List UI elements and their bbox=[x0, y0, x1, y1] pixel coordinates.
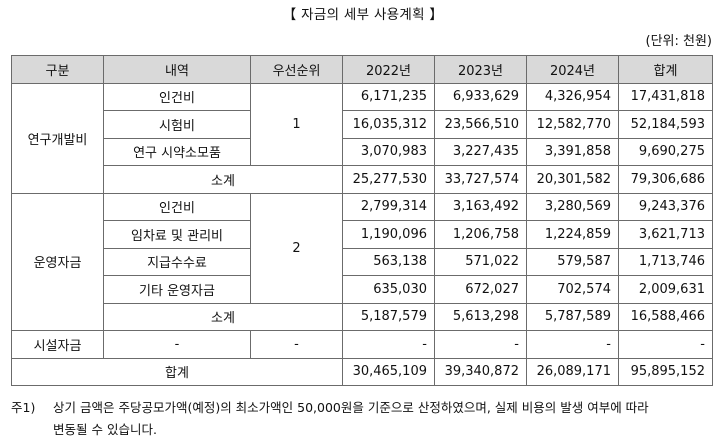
item-cell: 기타 운영자금 bbox=[103, 275, 251, 304]
value-total: 95,895,152 bbox=[618, 357, 713, 386]
value-2022: 5,187,579 bbox=[342, 302, 435, 331]
value-2022: 25,277,530 bbox=[342, 165, 435, 194]
facility-row: 시설자금 - - - - - - bbox=[11, 330, 713, 359]
value-2023: 33,727,574 bbox=[434, 165, 527, 194]
table-row: 시험비 16,035,312 23,566,510 12,582,770 52,… bbox=[12, 110, 713, 139]
table-row: 기타 운영자금 635,030 672,027 702,574 2,009,63… bbox=[12, 275, 713, 304]
value-2024: 1,224,859 bbox=[526, 220, 619, 249]
value-2024: 4,326,954 bbox=[526, 82, 619, 111]
value-2023: 3,163,492 bbox=[434, 192, 527, 221]
value-2022: 1,190,096 bbox=[342, 220, 435, 249]
value-total: 79,306,686 bbox=[618, 165, 713, 194]
value-2023: 6,933,629 bbox=[434, 82, 527, 111]
item-cell: 연구 시약소모품 bbox=[103, 137, 251, 166]
value-2023: 1,206,758 bbox=[434, 220, 527, 249]
value-2024: - bbox=[526, 330, 619, 359]
value-2022: 635,030 bbox=[342, 275, 435, 304]
value-2022: 563,138 bbox=[342, 247, 435, 276]
header-row: 구분 내역 우선순위 2022년 2023년 2024년 합계 bbox=[11, 55, 713, 84]
value-total: 9,243,376 bbox=[618, 192, 713, 221]
header-priority: 우선순위 bbox=[250, 55, 343, 84]
fund-usage-table: 구분 내역 우선순위 2022년 2023년 2024년 합계 연구개발비 인건… bbox=[11, 55, 713, 386]
table-row: 임차료 및 관리비 1,190,096 1,206,758 1,224,859 … bbox=[12, 220, 713, 249]
value-2023: 571,022 bbox=[434, 247, 527, 276]
table-row: 운영자금 인건비 2 2,799,314 3,163,492 3,280,569… bbox=[11, 192, 713, 331]
priority-cell: 2 bbox=[250, 192, 343, 304]
value-2023: 39,340,872 bbox=[434, 357, 527, 386]
value-2024: 3,391,858 bbox=[526, 137, 619, 166]
priority-cell: 1 bbox=[250, 82, 343, 166]
footnote-label: 주1) bbox=[11, 400, 36, 415]
item-cell: 시험비 bbox=[103, 110, 251, 139]
footnote-line-1: 상기 금액은 주당공모가액(예정)의 최소가액인 50,000원을 기준으로 산… bbox=[53, 400, 649, 415]
value-2022: 6,171,235 bbox=[342, 82, 435, 111]
grand-total-label: 합계 bbox=[11, 357, 343, 386]
value-2022: - bbox=[342, 330, 435, 359]
header-total: 합계 bbox=[618, 55, 713, 84]
priority-cell: - bbox=[250, 330, 343, 359]
value-total: 52,184,593 bbox=[618, 110, 713, 139]
value-2024: 579,587 bbox=[526, 247, 619, 276]
value-total: 3,621,713 bbox=[618, 220, 713, 249]
value-2024: 26,089,171 bbox=[526, 357, 619, 386]
header-item: 내역 bbox=[103, 55, 251, 84]
table-row: 연구 시약소모품 3,070,983 3,227,435 3,391,858 9… bbox=[12, 137, 713, 166]
value-total: 2,009,631 bbox=[618, 275, 713, 304]
subtotal-label: 소계 bbox=[103, 165, 343, 194]
value-2024: 20,301,582 bbox=[526, 165, 619, 194]
value-total: 1,713,746 bbox=[618, 247, 713, 276]
value-2022: 16,035,312 bbox=[342, 110, 435, 139]
subtotal-row: 소계 5,187,579 5,613,298 5,787,589 16,588,… bbox=[12, 302, 713, 331]
value-2024: 5,787,589 bbox=[526, 302, 619, 331]
value-2023: 3,227,435 bbox=[434, 137, 527, 166]
category-cell: 연구개발비 bbox=[11, 82, 104, 194]
value-total: - bbox=[618, 330, 713, 359]
value-2023: 23,566,510 bbox=[434, 110, 527, 139]
value-total: 16,588,466 bbox=[618, 302, 713, 331]
header-category: 구분 bbox=[11, 55, 104, 84]
header-2022: 2022년 bbox=[342, 55, 435, 84]
header-2024: 2024년 bbox=[526, 55, 619, 84]
item-cell: 인건비 bbox=[103, 192, 251, 221]
value-2022: 3,070,983 bbox=[342, 137, 435, 166]
value-total: 9,690,275 bbox=[618, 137, 713, 166]
value-2024: 12,582,770 bbox=[526, 110, 619, 139]
value-2023: 672,027 bbox=[434, 275, 527, 304]
unit-label: (단위: 천원) bbox=[645, 34, 713, 49]
subtotal-label: 소계 bbox=[103, 302, 343, 331]
grand-total-row: 합계 30,465,109 39,340,872 26,089,171 95,8… bbox=[11, 357, 713, 386]
value-2024: 3,280,569 bbox=[526, 192, 619, 221]
item-cell: 지급수수료 bbox=[103, 247, 251, 276]
table-row: 연구개발비 인건비 1 6,171,235 6,933,629 4,326,95… bbox=[11, 82, 713, 194]
subtotal-row: 소계 25,277,530 33,727,574 20,301,582 79,3… bbox=[12, 165, 713, 194]
footnote-line-2: 변동될 수 있습니다. bbox=[53, 422, 157, 437]
table-row: 지급수수료 563,138 571,022 579,587 1,713,746 bbox=[12, 247, 713, 276]
value-2023: - bbox=[434, 330, 527, 359]
value-total: 17,431,818 bbox=[618, 82, 713, 111]
value-2022: 2,799,314 bbox=[342, 192, 435, 221]
category-cell: 시설자금 bbox=[11, 330, 104, 359]
category-cell: 운영자금 bbox=[11, 192, 104, 331]
item-cell: 인건비 bbox=[103, 82, 251, 111]
item-cell: 임차료 및 관리비 bbox=[103, 220, 251, 249]
value-2024: 702,574 bbox=[526, 275, 619, 304]
footnote: 주1) 상기 금액은 주당공모가액(예정)의 최소가액인 50,000원을 기준으… bbox=[11, 397, 649, 441]
header-2023: 2023년 bbox=[434, 55, 527, 84]
item-cell: - bbox=[103, 330, 251, 359]
table-title: 【 자금의 세부 사용계획 】 bbox=[282, 7, 444, 23]
value-2022: 30,465,109 bbox=[342, 357, 435, 386]
value-2023: 5,613,298 bbox=[434, 302, 527, 331]
